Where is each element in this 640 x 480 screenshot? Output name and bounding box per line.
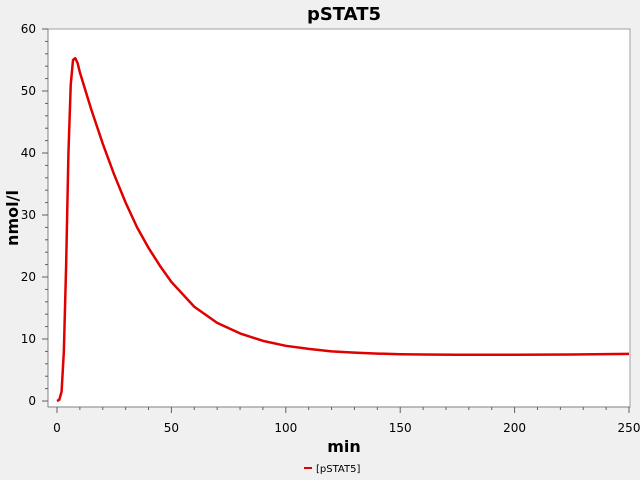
y-tick-label: 40 (21, 146, 36, 160)
x-tick-label: 200 (503, 421, 526, 435)
legend: [pSTAT5] (304, 464, 360, 475)
x-tick-label: 100 (274, 421, 297, 435)
legend-label: [pSTAT5] (316, 464, 360, 475)
plot-area (47, 28, 631, 408)
chart-title: pSTAT5 (307, 4, 381, 25)
x-tick-label: 250 (618, 421, 640, 435)
x-tick-label: 50 (164, 421, 179, 435)
x-axis-label: min (327, 437, 361, 456)
y-tick-label: 60 (21, 22, 36, 36)
y-tick-label: 20 (21, 270, 36, 284)
x-tick-label: 150 (389, 421, 412, 435)
y-tick-label: 10 (21, 332, 36, 346)
y-axis-label: nmol/l (3, 190, 22, 246)
x-tick-label: 0 (53, 421, 61, 435)
axes: 0 10 20 30 40 50 60 0 50 100 150 200 250 (21, 22, 640, 435)
series-line (56, 56, 630, 403)
series-layer (56, 56, 630, 403)
y-tick-label: 50 (21, 84, 36, 98)
y-tick-label: 30 (21, 208, 36, 222)
y-tick-label: 0 (28, 394, 36, 408)
